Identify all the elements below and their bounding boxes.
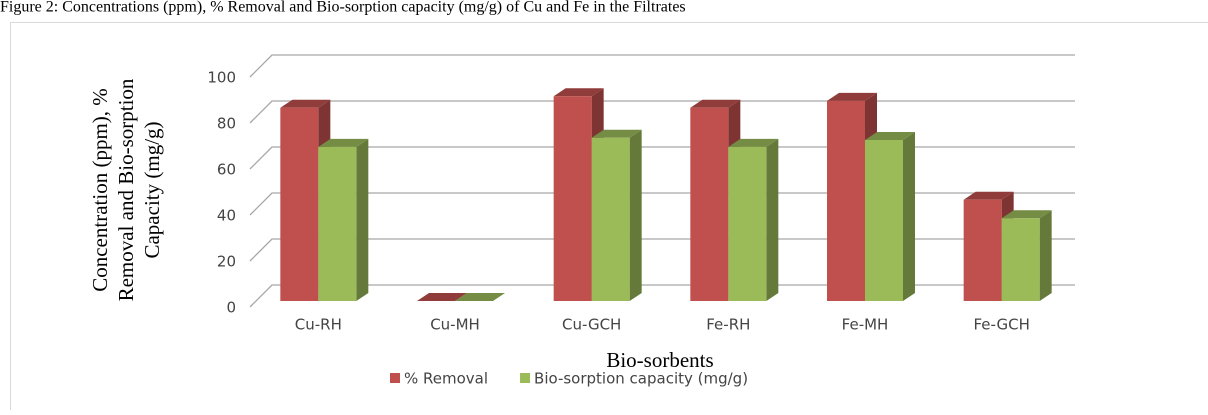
bar <box>318 139 368 301</box>
legend-label: Bio-sorption capacity (mg/g) <box>534 370 748 388</box>
bar-front <box>827 101 865 301</box>
legend-swatch <box>390 373 400 383</box>
legend-label: % Removal <box>404 370 488 388</box>
y-tick-label: 40 <box>217 207 236 225</box>
bar-front <box>690 108 728 301</box>
bar-side <box>903 132 915 301</box>
bar <box>728 139 778 301</box>
x-tick-label: Fe-GCH <box>973 316 1029 334</box>
bar-front <box>1002 218 1040 301</box>
bar <box>592 130 642 301</box>
y-axis-label-line: Capacity (mg/g) <box>140 121 164 258</box>
x-tick-label: Cu-RH <box>295 316 342 334</box>
x-tick-label: Fe-RH <box>706 316 750 334</box>
bar-side <box>630 130 642 301</box>
chart-title: Figure 2: Concentrations (ppm), % Remova… <box>0 0 686 16</box>
bar <box>865 132 915 301</box>
y-axis-label-line: Removal and Bio-sorption <box>114 78 138 301</box>
y-tick-label: 100 <box>207 69 236 87</box>
bar-side <box>1040 210 1052 301</box>
bar-side <box>356 139 368 301</box>
bar-front <box>728 147 766 301</box>
y-tick-label: 20 <box>217 253 236 271</box>
x-tick-label: Cu-GCH <box>562 316 621 334</box>
bar-front <box>318 147 356 301</box>
legend-swatch <box>520 373 530 383</box>
y-axis-label-line: Concentration (ppm), % <box>88 88 112 292</box>
bar-side <box>766 139 778 301</box>
x-axis-label: Bio-sorbents <box>606 348 713 372</box>
bar-front <box>280 108 318 301</box>
bar-front <box>865 140 903 301</box>
y-tick-label: 80 <box>217 115 236 133</box>
x-tick-label: Fe-MH <box>842 316 889 334</box>
bar-front <box>964 200 1002 301</box>
y-tick-label: 0 <box>226 299 236 317</box>
x-tick-label: Cu-MH <box>430 316 480 334</box>
bar-front <box>592 138 630 301</box>
y-tick-label: 60 <box>217 161 236 179</box>
bar <box>1002 210 1052 301</box>
bar-front <box>554 96 592 301</box>
